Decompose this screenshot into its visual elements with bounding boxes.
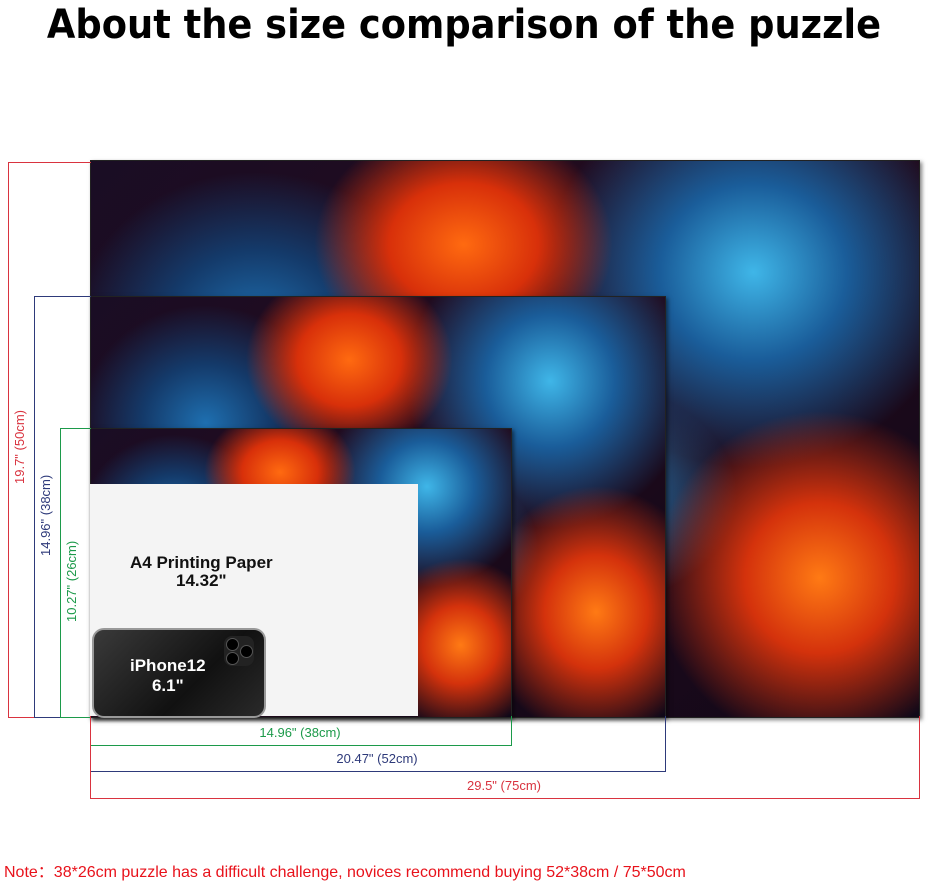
small-width-label: 14.96" (38cm) — [259, 725, 341, 740]
iphone-model: iPhone12 — [130, 656, 206, 675]
small-height-bracket — [60, 428, 91, 718]
iphone-size: 6.1" — [151, 676, 184, 695]
large-height-label: 19.7" (50cm) — [12, 410, 27, 484]
note-text: Note：38*26cm puzzle has a difficult chal… — [4, 864, 686, 881]
a4-label: A4 Printing Paper 14.32" — [130, 554, 273, 590]
iphone: iPhone12 6.1" — [92, 628, 266, 718]
small-height-label: 10.27" (26cm) — [64, 540, 79, 622]
medium-width-label: 20.47" (52cm) — [336, 751, 418, 766]
iphone-label: iPhone12 6.1" — [130, 656, 206, 696]
a4-size: 14.32" — [176, 571, 227, 590]
large-width-bracket — [90, 716, 920, 799]
page-title: About the size comparison of the puzzle — [46, 2, 882, 48]
a4-title: A4 Printing Paper — [130, 553, 273, 572]
large-width-label: 29.5" (75cm) — [467, 778, 541, 793]
camera-icon — [224, 636, 254, 666]
medium-height-label: 14.96" (38cm) — [38, 474, 53, 556]
